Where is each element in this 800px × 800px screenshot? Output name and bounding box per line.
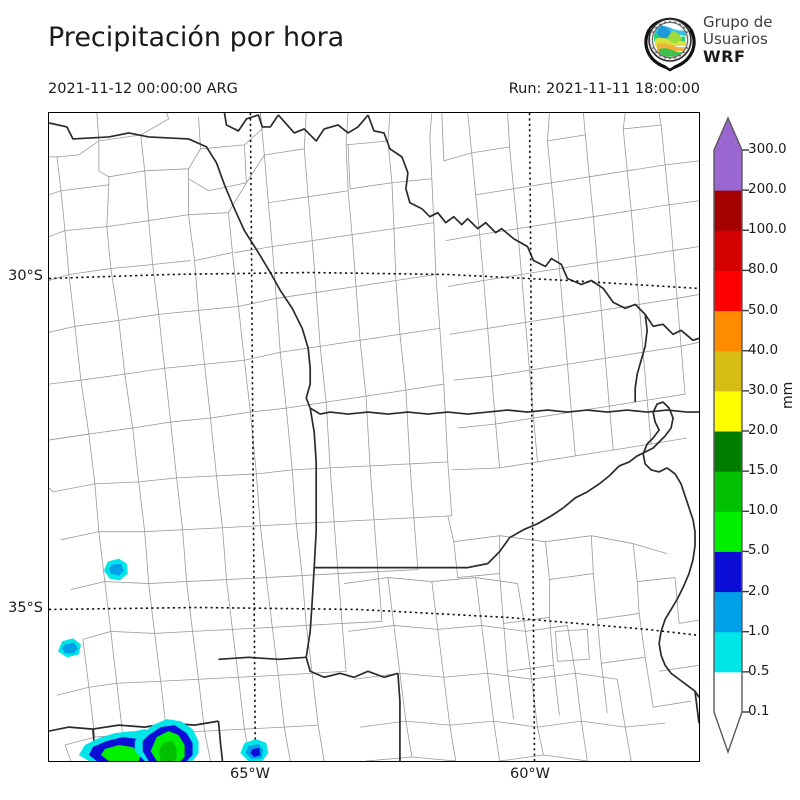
colorbar-tick-label: 30.0 xyxy=(748,381,779,398)
colorbar-band xyxy=(714,671,742,713)
colorbar-bands xyxy=(714,118,742,752)
logo-line-1: Grupo de xyxy=(703,13,773,31)
colorbar-tick-label: 1.0 xyxy=(748,622,770,639)
colorbar-band xyxy=(714,631,742,673)
colorbar-band xyxy=(714,270,742,312)
precip-blob-northwest-cell xyxy=(103,558,128,581)
colorbar-band xyxy=(714,390,742,432)
map-plot-area[interactable] xyxy=(48,112,700,762)
colorbar-ticks xyxy=(742,149,749,713)
colorbar-band xyxy=(714,350,742,392)
colorbar-tick-label: 5.0 xyxy=(748,542,770,559)
logo-line-3: WRF xyxy=(703,47,746,66)
colorbar-band xyxy=(714,591,742,633)
x-tick-label-65w: 65°W xyxy=(229,766,271,782)
province-boundaries xyxy=(49,113,699,761)
y-tick-label-35s: 35°S xyxy=(8,600,43,616)
colorbar-tick-label: 80.0 xyxy=(748,261,779,278)
lat-lon-gridlines xyxy=(49,113,699,761)
colorbar-tick-label: 300.0 xyxy=(748,141,787,157)
colorbar-band xyxy=(714,190,742,231)
colorbar-band xyxy=(714,511,742,552)
wrf-user-group-seal-icon xyxy=(644,17,696,72)
precip-blob-isolated-south xyxy=(240,739,269,761)
colorbar-under-arrow xyxy=(714,712,742,752)
colorbar-tick-label: 0.1 xyxy=(748,703,770,719)
colorbar-tick-label: 20.0 xyxy=(748,422,779,438)
seal-globe-field xyxy=(653,23,687,57)
y-tick-label-30s: 30°S xyxy=(8,268,43,284)
map-canvas xyxy=(49,113,699,761)
colorbar-band xyxy=(714,230,742,271)
colorbar-tick-label: 40.0 xyxy=(748,341,779,358)
page-title: Precipitación por hora xyxy=(48,22,345,53)
valid-time-label: 2021-11-12 00:00:00 ARG xyxy=(48,81,238,97)
colorbar-unit-label: mm xyxy=(780,381,796,409)
colorbar-tick-label: 10.0 xyxy=(748,502,779,519)
colorbar-band xyxy=(714,310,742,352)
colorbar-canvas xyxy=(713,116,749,755)
colorbar-band xyxy=(714,551,742,593)
colorbar-tick-label: 2.0 xyxy=(748,582,770,599)
colorbar-over-arrow xyxy=(714,118,742,150)
colorbar-band xyxy=(714,431,742,472)
colorbar-outline xyxy=(713,116,743,755)
logo-text-block: Grupo de Usuarios WRF xyxy=(703,13,799,66)
precip-blob-west-cell xyxy=(57,638,81,658)
colorbar-band xyxy=(714,471,742,512)
colorbar-tick-label: 100.0 xyxy=(748,221,787,238)
colorbar-tick-label: 200.0 xyxy=(748,181,787,198)
precipitation-field xyxy=(57,558,269,761)
model-run-label: Run: 2021-11-11 18:00:00 xyxy=(508,81,700,97)
logo-line-2: Usuarios xyxy=(703,30,768,48)
colorbar[interactable]: mm 0.1 0.5 1.0 2.0 5.0 10.0 15.0 20.0 30.0 40.0 50… xyxy=(706,112,800,772)
brand-logo: Grupo de Usuarios WRF xyxy=(641,14,799,74)
colorbar-tick-label: 50.0 xyxy=(748,301,779,318)
precip-blob-south-central-core xyxy=(134,719,199,761)
colorbar-tick-label: 15.0 xyxy=(748,462,779,479)
x-tick-label-60w: 60°W xyxy=(509,766,551,782)
colorbar-band xyxy=(714,150,742,191)
department-boundaries xyxy=(49,113,699,761)
colorbar-tick-label: 0.5 xyxy=(748,662,770,679)
